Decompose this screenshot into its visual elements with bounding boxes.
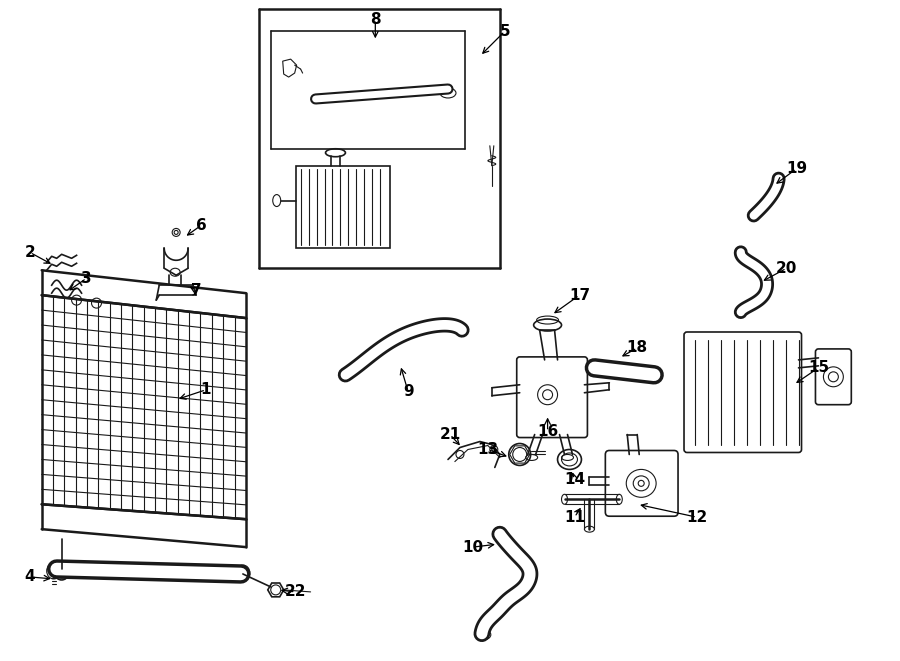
Text: 12: 12 [687, 510, 707, 525]
Text: 14: 14 [564, 472, 585, 487]
Text: 7: 7 [191, 283, 202, 297]
Text: 15: 15 [808, 360, 829, 375]
Text: 22: 22 [285, 584, 306, 600]
Text: 6: 6 [195, 218, 206, 233]
Text: 2: 2 [24, 245, 35, 260]
Text: 19: 19 [786, 161, 807, 176]
Text: 4: 4 [24, 570, 35, 584]
Text: 16: 16 [537, 424, 558, 439]
Text: 13: 13 [477, 442, 499, 457]
Text: 17: 17 [569, 288, 590, 303]
Text: 9: 9 [403, 384, 413, 399]
Text: 20: 20 [776, 260, 797, 276]
Text: 1: 1 [201, 382, 212, 397]
Text: 11: 11 [564, 510, 585, 525]
Text: 8: 8 [370, 12, 381, 27]
Text: 21: 21 [439, 427, 461, 442]
Text: 3: 3 [81, 271, 92, 286]
Text: 5: 5 [500, 24, 510, 39]
Text: 10: 10 [463, 539, 483, 555]
Text: 18: 18 [626, 340, 648, 356]
